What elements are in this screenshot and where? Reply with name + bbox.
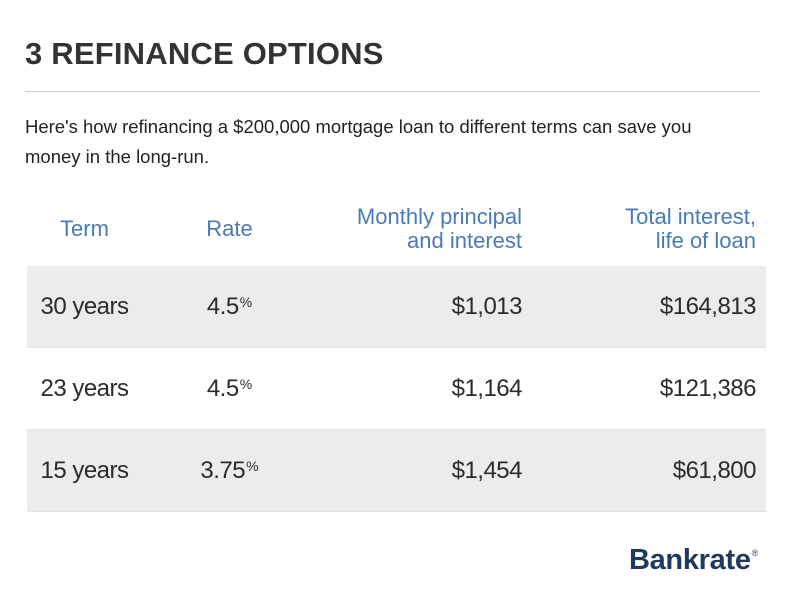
total-interest-cell: $121,386 xyxy=(659,374,757,402)
column-header-monthly-line1: Monthly principal xyxy=(356,204,522,229)
table-header-row: Term Rate Monthly principal and interest… xyxy=(27,192,766,266)
refinance-options-table: Term Rate Monthly principal and interest… xyxy=(27,192,766,512)
rate-unit: % xyxy=(239,293,253,310)
bankrate-logo: Bankrate® xyxy=(629,544,758,577)
rate-value: 4.5 xyxy=(206,292,239,320)
monthly-payment-cell: $1,454 xyxy=(451,456,523,484)
rate-cell: 4.5% xyxy=(142,266,317,348)
rate-unit: % xyxy=(246,457,259,474)
page-title: 3 REFINANCE OPTIONS xyxy=(25,36,384,71)
total-interest-cell: $164,813 xyxy=(659,292,757,320)
table-row: 15 years 3.75% $1,454 $61,800 xyxy=(27,429,766,512)
title-divider xyxy=(25,91,760,92)
rate-unit: % xyxy=(239,375,253,392)
monthly-payment-cell: $1,013 xyxy=(451,292,523,320)
total-interest-cell: $61,800 xyxy=(672,456,757,484)
column-header-rate: Rate xyxy=(206,216,253,241)
rate-value: 3.75 xyxy=(200,456,246,484)
column-header-total-line1: Total interest, xyxy=(625,204,756,229)
monthly-payment-cell: $1,164 xyxy=(451,374,523,402)
column-header-term: Term xyxy=(60,216,109,241)
rate-cell: 4.5% xyxy=(142,348,317,430)
column-header-monthly: Monthly principal and interest xyxy=(317,192,532,266)
term-cell: 23 years xyxy=(40,374,129,402)
rate-cell: 3.75% xyxy=(142,430,317,512)
registered-mark: ® xyxy=(751,548,759,558)
logo-text: Bankrate xyxy=(628,544,751,576)
table-row: 30 years 4.5% $1,013 $164,813 xyxy=(27,266,766,348)
table-row: 23 years 4.5% $1,164 $121,386 xyxy=(27,348,766,430)
term-cell: 15 years xyxy=(40,456,129,484)
column-header-total-line2: life of loan xyxy=(655,228,756,253)
intro-text: Here's how refinancing a $200,000 mortga… xyxy=(25,116,692,167)
term-cell: 30 years xyxy=(40,292,129,320)
rate-value: 4.5 xyxy=(206,374,239,402)
column-header-monthly-line2: and interest xyxy=(407,228,522,253)
column-header-total: Total interest, life of loan xyxy=(532,192,766,266)
